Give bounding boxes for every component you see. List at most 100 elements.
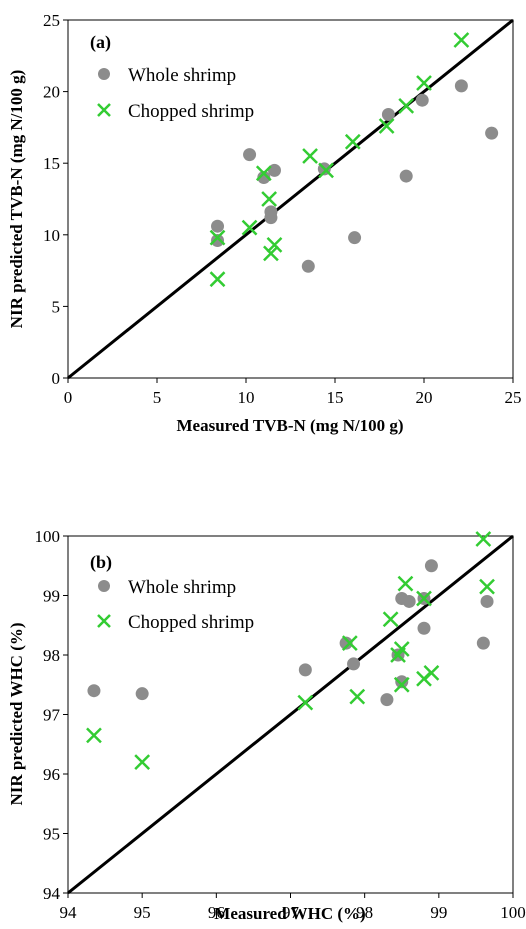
chart-panel-a: 0 5 10 15 20 25 0 5 10 15 20 25 (a) Whole shrimp Ch… (7, 11, 522, 435)
chopped-shrimp-point (209, 271, 226, 288)
whole-shrimp-point (424, 559, 438, 573)
identity-line (67, 18, 514, 380)
whole-shrimp-point (415, 93, 429, 107)
x-axis-title: Measured TVB-N (mg N/100 g) (177, 416, 404, 435)
chopped-shrimp-point (318, 162, 334, 179)
y-tick-label: 25 (43, 11, 60, 30)
chopped-shrimp-point (423, 664, 440, 681)
tick-group: 94 95 96 97 98 99 100 94 95 96 97 98 99 100 (35, 527, 526, 922)
legend-label-whole-shrimp: Whole shrimp (128, 577, 236, 598)
chopped-shrimp-point (261, 191, 278, 207)
chopped-shrimp-point (393, 676, 410, 693)
legend-label-chopped-shrimp: Chopped shrimp (128, 101, 254, 122)
identity-line (67, 534, 514, 895)
x-tick-label: 100 (500, 903, 526, 922)
panel-label: (b) (90, 552, 112, 573)
x-axis-title: Measured WHC (%) (214, 904, 365, 923)
whole-shrimp-point (211, 219, 225, 233)
whole-shrimp-point (417, 621, 431, 635)
legend-label-whole-shrimp: Whole shrimp (128, 65, 236, 86)
whole-shrimp-point (454, 79, 468, 93)
x-tick-label: 20 (416, 388, 433, 407)
chopped-shrimp-point (416, 590, 432, 607)
chopped-shrimp-point (297, 694, 314, 711)
whole-shrimp-point (347, 657, 361, 671)
x-tick-label: 0 (64, 388, 73, 407)
chopped-shrimp-point (241, 219, 258, 236)
whole-shrimp-point (257, 171, 271, 185)
chopped-shrimp-point (255, 165, 272, 182)
y-tick-label: 20 (43, 83, 60, 102)
chopped-shrimp-point (382, 611, 399, 628)
x-tick-label: 99 (430, 903, 447, 922)
chopped-shrimp-point (453, 32, 470, 48)
whole-shrimp-point (243, 148, 257, 162)
chopped-shrimp-point (349, 688, 366, 705)
legend: Whole shrimp Chopped shrimp (97, 65, 254, 122)
data-points (86, 531, 495, 770)
legend-marker-whole-shrimp (98, 68, 110, 80)
chopped-shrimp-point (341, 635, 358, 651)
whole-shrimp-point (211, 234, 225, 248)
x-tick-label: 98 (356, 903, 373, 922)
x-tick-label: 97 (282, 903, 300, 922)
tick-group: 0 5 10 15 20 25 0 5 10 15 20 25 (43, 11, 522, 407)
chart-panel-b: 94 95 96 97 98 99 100 94 95 96 97 98 99 100 (b) Whole… (7, 527, 526, 923)
chopped-shrimp-point (397, 575, 414, 592)
y-tick-label: 96 (43, 765, 60, 784)
y-axis-title: NIR predicted WHC (%) (7, 622, 26, 805)
whole-shrimp-point (135, 687, 149, 701)
y-tick-label: 99 (43, 587, 60, 606)
chopped-shrimp-point (378, 118, 395, 134)
y-tick-label: 5 (52, 297, 61, 316)
y-tick-label: 97 (43, 706, 61, 725)
whole-shrimp-point (480, 594, 494, 608)
whole-shrimp-point (348, 231, 362, 245)
whole-shrimp-point (264, 211, 278, 225)
chopped-shrimp-point (266, 236, 283, 253)
legend-marker-chopped-shrimp (97, 103, 111, 117)
chopped-shrimp-point (263, 245, 279, 262)
chopped-shrimp-point (416, 75, 432, 91)
whole-shrimp-point (402, 594, 416, 608)
x-tick-label: 25 (505, 388, 522, 407)
x-tick-label: 15 (327, 388, 344, 407)
legend: Whole shrimp Chopped shrimp (97, 577, 254, 633)
x-tick-label: 94 (60, 903, 78, 922)
chopped-shrimp-point (134, 754, 151, 770)
chopped-shrimp-point (398, 98, 415, 114)
chopped-shrimp-point (393, 641, 410, 657)
x-tick-label: 10 (238, 388, 255, 407)
y-tick-label: 94 (43, 884, 61, 903)
chopped-shrimp-point (86, 727, 102, 744)
whole-shrimp-point (339, 636, 353, 650)
chopped-shrimp-point (209, 229, 226, 246)
whole-shrimp-point (395, 675, 409, 689)
plot-area-border (67, 19, 514, 379)
chopped-shrimp-point (302, 148, 318, 164)
whole-shrimp-point (301, 259, 315, 273)
whole-shrimp-point (399, 169, 413, 183)
x-tick-label: 5 (153, 388, 162, 407)
whole-shrimp-point (485, 126, 499, 140)
x-tick-label: 95 (134, 903, 151, 922)
whole-shrimp-point (476, 636, 490, 650)
y-tick-label: 10 (43, 226, 60, 245)
y-tick-label: 98 (43, 646, 60, 665)
legend-marker-chopped-shrimp (97, 614, 111, 628)
legend-label-chopped-shrimp: Chopped shrimp (128, 612, 254, 633)
y-tick-label: 100 (35, 527, 61, 546)
whole-shrimp-point (381, 108, 395, 122)
panel-label: (a) (90, 32, 111, 53)
whole-shrimp-point (380, 693, 394, 707)
y-tick-label: 0 (52, 369, 61, 388)
whole-shrimp-point (298, 663, 312, 677)
y-tick-label: 95 (43, 825, 60, 844)
x-tick-label: 96 (208, 903, 225, 922)
y-tick-label: 15 (43, 154, 60, 173)
chopped-shrimp-point (344, 133, 361, 150)
legend-marker-whole-shrimp (98, 580, 110, 592)
whole-shrimp-point (87, 684, 101, 698)
data-points (209, 32, 499, 288)
